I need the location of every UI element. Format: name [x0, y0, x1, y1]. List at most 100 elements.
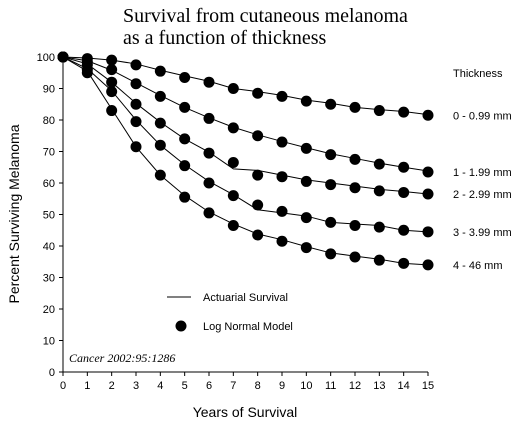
- model-point: [154, 65, 166, 77]
- series-3: [57, 51, 434, 200]
- model-point: [276, 136, 288, 148]
- model-point: [276, 90, 288, 102]
- y-tick-label: 60: [43, 178, 55, 190]
- series-label: 4 - 46 mm: [453, 260, 503, 272]
- model-point: [422, 109, 434, 121]
- model-point: [373, 221, 385, 233]
- y-tick-label: 90: [43, 84, 55, 96]
- x-tick-label: 7: [230, 380, 236, 392]
- series-label: 1 - 1.99 mm: [453, 167, 512, 179]
- actuarial-line: [62, 56, 429, 266]
- model-point: [227, 83, 239, 94]
- model-point: [203, 147, 215, 159]
- model-point: [276, 171, 288, 183]
- x-tick-label: 6: [206, 380, 212, 392]
- model-point: [398, 186, 410, 198]
- series-group: [57, 51, 434, 271]
- x-tick-label: 13: [373, 380, 385, 392]
- actuarial-line: [62, 56, 429, 116]
- model-point: [130, 116, 142, 128]
- series-label: 2 - 2.99 mm: [453, 189, 512, 201]
- model-point: [203, 177, 215, 189]
- legend: Actuarial Survival Log Normal Model: [167, 292, 293, 333]
- y-axis-label: Percent Surviving Melanoma: [6, 124, 22, 303]
- legend-marker-label: Log Normal Model: [203, 321, 293, 333]
- x-tick-label: 8: [255, 380, 261, 392]
- model-point: [227, 220, 239, 232]
- y-tick-label: 20: [43, 304, 55, 316]
- model-point: [422, 188, 434, 200]
- x-tick-label: 10: [300, 380, 312, 392]
- y-tick-label: 50: [43, 210, 55, 222]
- model-point: [398, 257, 410, 269]
- x-tick-label: 1: [84, 380, 90, 392]
- model-point: [325, 98, 337, 110]
- model-point: [106, 54, 118, 66]
- model-point: [203, 112, 215, 124]
- model-point: [422, 259, 434, 271]
- y-tick-label: 30: [43, 273, 55, 285]
- x-tick-label: 4: [157, 380, 163, 392]
- y-tick-label: 100: [37, 52, 55, 64]
- legend-title: Thickness: [453, 68, 503, 80]
- actuarial-line: [62, 56, 429, 195]
- y-tick-label: 0: [49, 367, 55, 379]
- series-5: [57, 51, 434, 271]
- model-point: [252, 229, 264, 241]
- model-point: [130, 98, 142, 110]
- model-point: [349, 182, 361, 194]
- x-tick-label: 15: [422, 380, 434, 392]
- model-point: [300, 175, 312, 187]
- legend-line-label: Actuarial Survival: [203, 292, 288, 304]
- actuarial-line: [62, 56, 429, 233]
- model-point: [300, 212, 312, 224]
- series-4: [57, 51, 434, 238]
- x-tick-label: 3: [133, 380, 139, 392]
- actuarial-line: [62, 56, 429, 172]
- y-tick-label: 40: [43, 241, 55, 253]
- x-tick-label: 12: [349, 380, 361, 392]
- model-point: [422, 166, 434, 178]
- model-point: [252, 199, 264, 211]
- x-tick-label: 11: [325, 380, 336, 392]
- model-point: [398, 161, 410, 173]
- legend-marker-sample: [175, 320, 187, 332]
- model-point: [422, 226, 434, 238]
- model-point: [349, 101, 361, 113]
- model-point: [106, 86, 118, 98]
- model-point: [300, 242, 312, 254]
- model-point: [106, 64, 118, 76]
- model-point: [300, 142, 312, 154]
- model-point: [227, 190, 239, 202]
- x-tick-label: 2: [109, 380, 115, 392]
- y-tick-label: 70: [43, 147, 55, 159]
- model-point: [106, 105, 118, 117]
- model-point: [252, 169, 264, 181]
- chart-subtitle: as a function of thickness: [123, 27, 326, 49]
- model-point: [154, 139, 166, 151]
- model-point: [373, 105, 385, 117]
- model-point: [154, 90, 166, 102]
- model-point: [179, 71, 191, 83]
- citation-annotation: Cancer 2002:95:1286: [69, 351, 175, 365]
- model-point: [325, 248, 337, 260]
- model-point: [252, 87, 264, 99]
- series-2: [57, 51, 434, 178]
- x-tick-label: 0: [60, 380, 66, 392]
- x-tick-label: 5: [182, 380, 188, 392]
- model-point: [398, 106, 410, 118]
- model-point: [349, 153, 361, 165]
- model-point: [325, 216, 337, 228]
- model-point: [81, 67, 93, 79]
- model-point: [106, 76, 118, 88]
- model-point: [300, 95, 312, 107]
- chart-title: Survival from cutaneous melanoma: [123, 5, 408, 27]
- x-tick-label: 9: [279, 380, 285, 392]
- model-point: [325, 149, 337, 161]
- model-point: [227, 157, 239, 169]
- model-point: [373, 158, 385, 170]
- y-tick-label: 10: [43, 336, 55, 348]
- model-point: [276, 205, 288, 217]
- model-point: [276, 235, 288, 247]
